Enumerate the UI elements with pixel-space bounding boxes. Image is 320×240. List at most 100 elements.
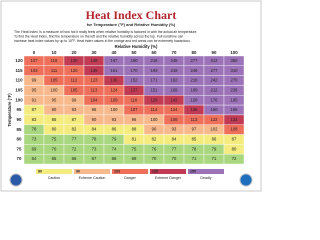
cell-value: 70 (52, 146, 57, 151)
column-header: 90 (212, 50, 217, 55)
cell-value: 277 (211, 68, 219, 73)
cell-value: 73 (92, 146, 97, 151)
cell-value: 77 (172, 146, 177, 151)
cell-value: 102 (211, 127, 219, 132)
cell-value: 82 (152, 137, 157, 142)
column-header: 70 (172, 50, 177, 55)
cell-value: 136 (111, 78, 119, 83)
cell-value: 195 (231, 97, 239, 102)
cell-value: 218 (171, 68, 179, 73)
cell-value: 192 (171, 78, 179, 83)
cell-value: 90 (92, 117, 97, 122)
cell-value: 216 (151, 58, 159, 63)
subtitle: for Temperature (°F) and Relative Humidi… (87, 22, 176, 27)
cell-value: 72 (232, 156, 237, 161)
cell-value: 90 (152, 127, 157, 132)
legend-label: Danger (124, 176, 137, 180)
column-header: 60 (152, 50, 157, 55)
cell-value: 212 (211, 87, 219, 92)
row-header: 85 (17, 127, 22, 132)
cell-value: 79 (112, 137, 117, 142)
cell-value: 112 (71, 78, 78, 83)
cell-value: 137 (131, 87, 139, 92)
cell-value: 87 (232, 137, 237, 142)
cell-value: 124 (171, 107, 179, 112)
cell-value: 70 (152, 156, 157, 161)
cell-value: 86 (212, 137, 217, 142)
cell-value: 71 (212, 156, 217, 161)
cell-value: 96 (132, 117, 137, 122)
cell-value: 105 (51, 78, 59, 83)
row-header: 115 (15, 68, 23, 73)
cell-value: 124 (111, 87, 119, 92)
cell-value: 190 (131, 58, 139, 63)
cell-value: 132 (231, 117, 239, 122)
cell-value: 193 (151, 68, 159, 73)
cell-value: 81 (132, 137, 137, 142)
cell-value: 72 (72, 146, 77, 151)
cell-value: 85 (192, 137, 197, 142)
cell-value: 69 (132, 156, 137, 161)
cell-value: 93 (112, 117, 117, 122)
column-header: 40 (112, 50, 117, 55)
legend-min: 90 (76, 170, 80, 174)
cell-value: 108 (231, 127, 239, 132)
cell-value: 66 (72, 156, 77, 161)
cell-value: 100 (51, 87, 59, 92)
row-header: 110 (15, 78, 23, 83)
column-header: 20 (72, 50, 77, 55)
cell-value: 189 (191, 87, 199, 92)
legend-label: Caution (48, 176, 60, 180)
cell-value: 74 (112, 146, 117, 151)
cell-value: 242 (211, 78, 219, 83)
cell-value: 113 (191, 117, 198, 122)
cell-value: 246 (191, 68, 199, 73)
cell-value: 165 (231, 107, 239, 112)
cell-value: 106 (171, 117, 179, 122)
column-header: 50 (132, 50, 137, 55)
cell-value: 83 (32, 117, 37, 122)
cell-value: 105 (71, 87, 79, 92)
cell-value: 312 (211, 58, 219, 63)
description-line: increase heat index values by up to 15°F… (14, 39, 191, 43)
cell-value: 85 (52, 117, 57, 122)
cell-value: 77 (72, 137, 77, 142)
cell-value: 95 (32, 87, 37, 92)
cell-value: 350 (231, 58, 239, 63)
cell-value: 78 (92, 137, 97, 142)
cell-value: 176 (211, 97, 219, 102)
cell-value: 130 (71, 58, 79, 63)
cell-value: 148 (91, 58, 99, 63)
cell-value: 64 (32, 156, 37, 161)
row-header: 95 (17, 107, 22, 112)
cell-value: 116 (51, 58, 58, 63)
cell-value: 122 (211, 117, 219, 122)
cell-value: 109 (111, 97, 119, 102)
row-header: 80 (17, 137, 22, 142)
legend-swatch (112, 169, 148, 174)
cell-value: 152 (131, 78, 139, 83)
cell-value: 67 (92, 156, 97, 161)
cell-value: 151 (111, 68, 119, 73)
heat-cell (223, 153, 245, 165)
cell-value: 129 (151, 97, 159, 102)
cell-value: 100 (151, 117, 159, 122)
column-header: 100 (230, 50, 238, 55)
cell-value: 93 (72, 107, 77, 112)
heat-index-page: Heat Index Chart for Temperature (°F) an… (0, 0, 262, 192)
cell-value: 87 (72, 117, 77, 122)
legend-swatch (36, 169, 72, 174)
cell-value: 95 (52, 97, 57, 102)
cell-value: 167 (111, 58, 119, 63)
cell-value: 68 (112, 156, 117, 161)
cell-value: 91 (32, 97, 37, 102)
cell-value: 99 (72, 97, 77, 102)
cell-value: 96 (92, 107, 97, 112)
legend-label: Extreme Caution (79, 176, 106, 180)
legend-min: 80 (38, 170, 42, 174)
legend-label: Deadly (200, 176, 211, 180)
cell-value: 87 (32, 107, 37, 112)
cell-value: 113 (91, 87, 98, 92)
cell-value: 118 (131, 97, 138, 102)
agency-logo (9, 173, 23, 187)
